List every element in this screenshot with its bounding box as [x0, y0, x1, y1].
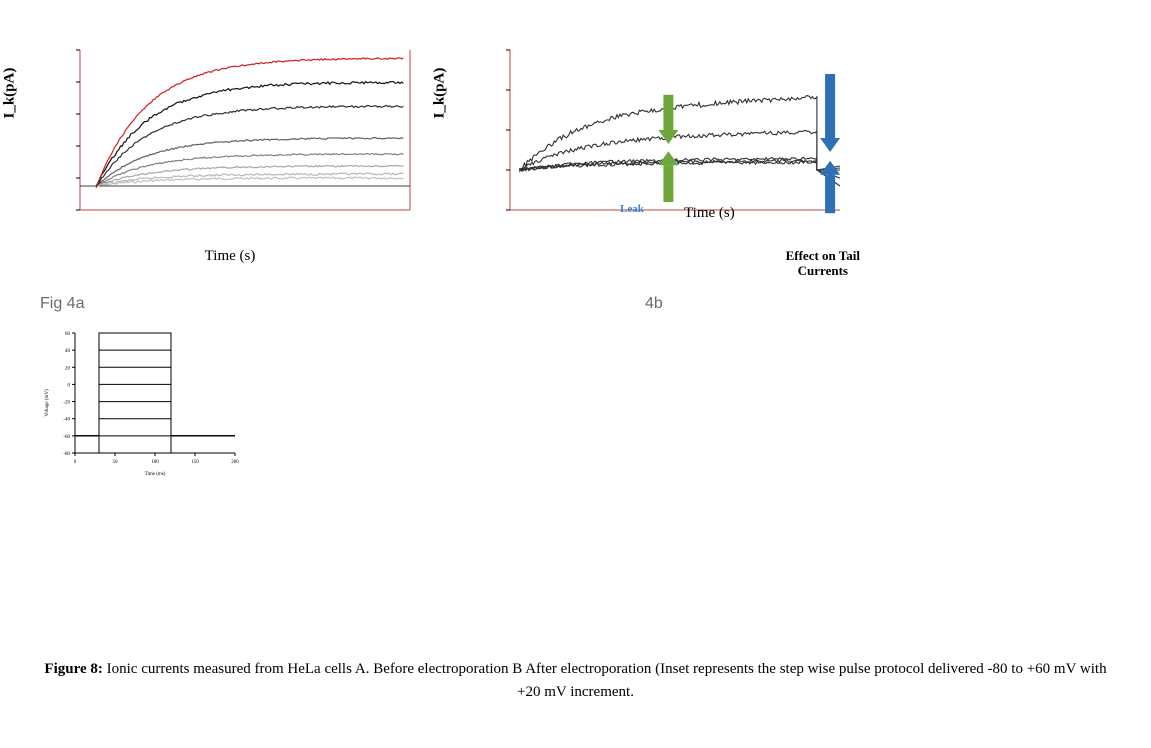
svg-text:60: 60: [65, 332, 71, 337]
chart-a-xlabel: Time (s): [205, 248, 256, 265]
svg-text:50: 50: [113, 460, 119, 465]
svg-text:-40: -40: [63, 418, 70, 423]
effect-on-tail-label: Effect on Tail Currents: [786, 249, 860, 278]
protocol-svg: -80 -60 -40 -20 0 20 40 60 0 50 100 150 200 Voltage (…: [40, 328, 240, 478]
svg-text:40: 40: [65, 349, 71, 354]
chart-a-panel: I_k(pA) Time (s): [40, 40, 420, 240]
caption-text: Ionic currents measured from HeLa cells …: [103, 661, 1107, 700]
chart-a-column: I_k(pA) Time (s) Fig 4a -80 -60 -40 -20 0 20 4…: [40, 40, 420, 478]
svg-text:-60: -60: [63, 435, 70, 440]
svg-text:150: 150: [191, 460, 199, 465]
svg-text:0: 0: [74, 460, 77, 465]
chart-b-column: I_k(pA) Time (s) Effect on Tail Currents…: [470, 40, 850, 313]
svg-text:200: 200: [231, 460, 239, 465]
chart-b-panel: I_k(pA) Time (s) Effect on Tail Currents…: [470, 40, 850, 240]
protocol-chart: -80 -60 -40 -20 0 20 40 60 0 50 100 150 200 Voltage (…: [40, 328, 240, 478]
effect-label-line1: Effect on Tail: [786, 248, 860, 263]
svg-text:-80: -80: [63, 452, 70, 457]
leak-label: Leak: [620, 203, 644, 215]
svg-text:0: 0: [68, 383, 71, 388]
chart-a-svg: [40, 40, 420, 240]
figure-container: I_k(pA) Time (s) Fig 4a -80 -60 -40 -20 0 20 4…: [40, 40, 1111, 708]
chart-b-xlabel: Time (s): [684, 205, 735, 222]
svg-text:-20: -20: [63, 401, 70, 406]
effect-label-line2: Currents: [798, 263, 848, 278]
svg-text:100: 100: [151, 460, 159, 465]
svg-text:Voltage (mV): Voltage (mV): [45, 389, 50, 417]
charts-row: I_k(pA) Time (s) Fig 4a -80 -60 -40 -20 0 20 4…: [40, 40, 1111, 478]
sub-4b-label: 4b: [645, 295, 850, 313]
svg-text:Time (ms): Time (ms): [145, 472, 166, 477]
caption-prefix: Figure 8:: [44, 661, 102, 677]
fig-4a-label: Fig 4a: [40, 295, 420, 313]
svg-text:20: 20: [65, 366, 71, 371]
chart-b-svg: [470, 40, 850, 240]
chart-b-ylabel: I_k(pA): [432, 68, 449, 119]
chart-a-ylabel: I_k(pA): [2, 68, 19, 119]
figure-caption: Figure 8: Ionic currents measured from H…: [40, 658, 1111, 703]
